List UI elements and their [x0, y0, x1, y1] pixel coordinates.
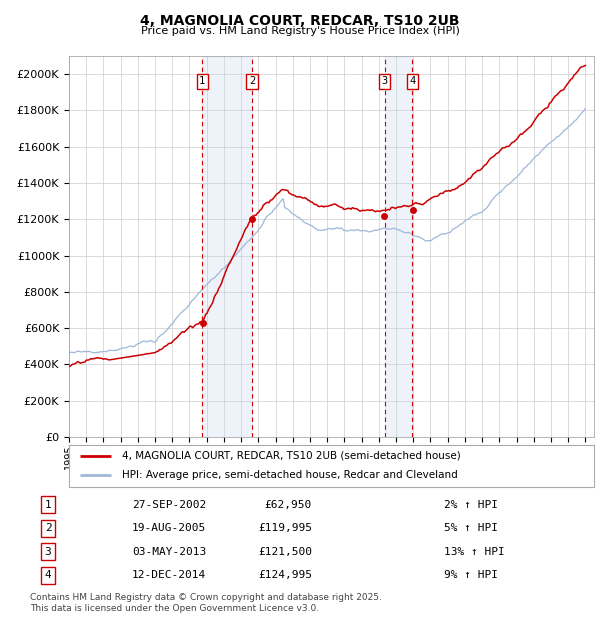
Text: 2% ↑ HPI: 2% ↑ HPI [444, 500, 498, 510]
Text: 12-DEC-2014: 12-DEC-2014 [132, 570, 206, 580]
Text: £119,995: £119,995 [258, 523, 312, 533]
Text: 3: 3 [382, 76, 388, 86]
Text: £62,950: £62,950 [265, 500, 312, 510]
Text: 03-MAY-2013: 03-MAY-2013 [132, 547, 206, 557]
Text: 27-SEP-2002: 27-SEP-2002 [132, 500, 206, 510]
Text: 4, MAGNOLIA COURT, REDCAR, TS10 2UB: 4, MAGNOLIA COURT, REDCAR, TS10 2UB [140, 14, 460, 28]
Text: 2: 2 [44, 523, 52, 533]
Text: HPI: Average price, semi-detached house, Redcar and Cleveland: HPI: Average price, semi-detached house,… [121, 471, 457, 480]
Text: £121,500: £121,500 [258, 547, 312, 557]
Text: 2: 2 [249, 76, 255, 86]
Text: Contains HM Land Registry data © Crown copyright and database right 2025.
This d: Contains HM Land Registry data © Crown c… [30, 593, 382, 613]
Bar [202, 56, 252, 437]
Text: 4: 4 [44, 570, 52, 580]
Text: 3: 3 [44, 547, 52, 557]
Text: 4, MAGNOLIA COURT, REDCAR, TS10 2UB (semi-detached house): 4, MAGNOLIA COURT, REDCAR, TS10 2UB (sem… [121, 451, 460, 461]
Text: 4: 4 [409, 76, 416, 86]
Text: 1: 1 [44, 500, 52, 510]
Text: Price paid vs. HM Land Registry's House Price Index (HPI): Price paid vs. HM Land Registry's House … [140, 26, 460, 36]
Bar [385, 56, 412, 437]
Text: 5% ↑ HPI: 5% ↑ HPI [444, 523, 498, 533]
Text: 19-AUG-2005: 19-AUG-2005 [132, 523, 206, 533]
Text: £124,995: £124,995 [258, 570, 312, 580]
Text: 1: 1 [199, 76, 205, 86]
Text: 13% ↑ HPI: 13% ↑ HPI [444, 547, 505, 557]
Text: 9% ↑ HPI: 9% ↑ HPI [444, 570, 498, 580]
